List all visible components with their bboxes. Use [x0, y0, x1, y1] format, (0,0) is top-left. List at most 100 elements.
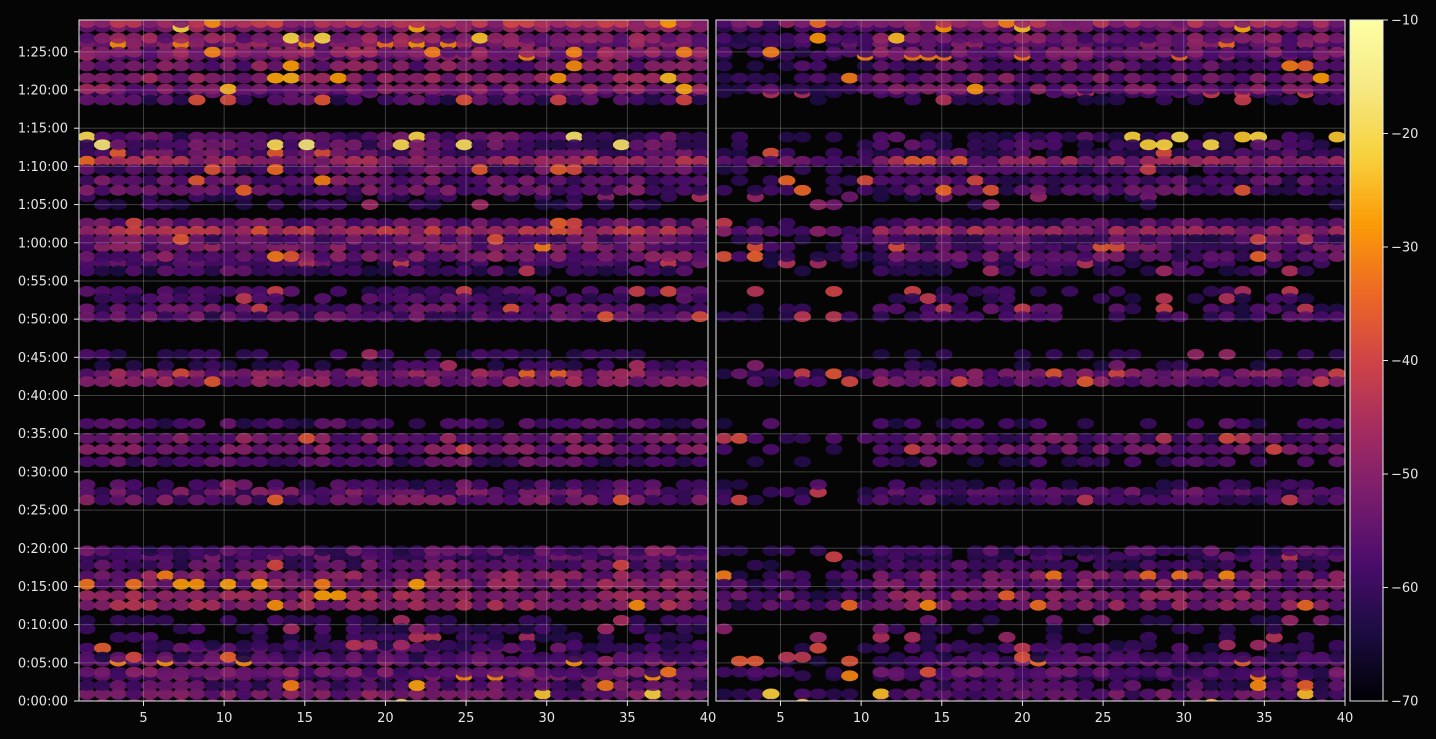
heatmap-cell	[716, 666, 733, 678]
heatmap-cell	[1249, 155, 1268, 167]
heatmap-cell	[565, 360, 583, 371]
heatmap-cell	[746, 83, 764, 95]
heatmap-cell	[298, 433, 316, 444]
heatmap-cell	[219, 433, 237, 444]
heatmap-cell	[156, 570, 175, 582]
heatmap-cell	[919, 20, 937, 28]
heatmap-cell	[314, 217, 332, 229]
heatmap-cell	[778, 311, 796, 323]
heatmap-cell	[534, 32, 552, 44]
heatmap-cell	[502, 570, 520, 582]
heatmap-cell	[1155, 433, 1173, 444]
heatmap-cell	[746, 590, 764, 601]
heatmap-cell	[424, 651, 442, 663]
heatmap-cell	[408, 293, 426, 304]
heatmap-cell	[235, 456, 253, 468]
heatmap-cell	[488, 698, 503, 701]
heatmap-cell	[1014, 131, 1032, 143]
heatmap-cell	[221, 698, 236, 701]
heatmap-cell	[1061, 578, 1079, 590]
heatmap-cell	[172, 680, 190, 691]
heatmap-cell	[534, 623, 552, 635]
heatmap-cell	[361, 251, 379, 262]
heatmap-cell	[1092, 265, 1110, 277]
heatmap-cell	[1139, 631, 1157, 643]
heatmap-cell	[691, 83, 708, 95]
heatmap-cell	[1297, 545, 1315, 557]
heatmap-cell	[1328, 175, 1345, 186]
heatmap-cell	[691, 131, 708, 143]
heatmap-cell	[408, 486, 426, 498]
heatmap-cell	[502, 494, 520, 506]
heatmap-cell	[487, 20, 505, 28]
heatmap-cell	[471, 60, 489, 72]
heatmap-cell	[841, 191, 859, 203]
heatmap-cell	[298, 651, 316, 663]
heatmap-cell	[919, 444, 937, 455]
heatmap-cell	[1092, 578, 1110, 590]
heatmap-cell	[581, 175, 599, 187]
heatmap-cell	[361, 46, 379, 58]
heatmap-cell	[109, 349, 127, 360]
heatmap-cell	[612, 368, 631, 380]
heatmap-cell	[424, 639, 442, 651]
heatmap-cell	[156, 578, 175, 590]
heatmap-cell	[424, 623, 442, 635]
heatmap-cell	[251, 217, 269, 229]
heatmap-cell	[408, 631, 426, 643]
heatmap-cell	[982, 578, 1000, 590]
heatmap-cell	[251, 623, 269, 635]
heatmap-cell	[1061, 444, 1079, 455]
heatmap-cell	[982, 184, 1000, 196]
heatmap-cell	[597, 418, 615, 429]
heatmap-cell	[691, 251, 708, 262]
heatmap-cell	[951, 639, 969, 651]
heatmap-cell	[1297, 494, 1315, 506]
heatmap-cell	[392, 545, 410, 557]
heatmap-cell	[79, 164, 96, 175]
heatmap-cell	[235, 184, 253, 196]
heatmap-cell	[79, 349, 96, 360]
heatmap-cell	[1076, 94, 1095, 106]
heatmap-cell	[1108, 265, 1126, 277]
heatmap-cell	[731, 368, 749, 380]
colorbar-tick-label: −30	[1391, 241, 1418, 256]
heatmap-cell	[1061, 479, 1079, 490]
heatmap-cell	[966, 444, 985, 455]
heatmap-cell	[888, 456, 906, 468]
heatmap-cell	[424, 265, 442, 277]
heatmap-cell	[644, 688, 662, 700]
heatmap-cell	[235, 20, 253, 28]
heatmap-cell	[377, 433, 395, 444]
heatmap-cell	[267, 666, 285, 678]
heatmap-cell	[392, 368, 410, 380]
heatmap-cell	[487, 60, 505, 72]
heatmap-cell	[439, 311, 458, 323]
heatmap-cell	[471, 486, 489, 498]
heatmap-cell	[612, 131, 631, 143]
heatmap-cell	[94, 225, 112, 237]
heatmap-cell	[502, 599, 520, 611]
heatmap-cell	[888, 225, 906, 237]
heatmap-cell	[282, 631, 300, 643]
heatmap-cell	[904, 251, 922, 262]
heatmap-cell	[1155, 456, 1173, 468]
heatmap-cell	[1076, 590, 1095, 601]
x-tick-label: 30	[1175, 711, 1192, 726]
heatmap-cell	[746, 559, 764, 571]
y-tick-label: 0:45:00	[18, 351, 68, 366]
heatmap-cell	[904, 486, 922, 498]
heatmap-cell	[1108, 651, 1126, 663]
heatmap-cell	[888, 265, 906, 277]
heatmap-cell	[1202, 376, 1220, 387]
heatmap-cell	[550, 599, 568, 611]
heatmap-cell	[267, 199, 285, 211]
heatmap-cell	[518, 184, 536, 196]
heatmap-cell	[363, 698, 377, 701]
heatmap-cell	[675, 155, 694, 167]
y-axis: 0:00:000:05:000:10:000:15:000:20:000:25:…	[18, 45, 79, 710]
heatmap-cell	[1297, 147, 1315, 159]
heatmap-cell	[905, 698, 920, 701]
heatmap-cell	[487, 251, 505, 262]
heatmap-cell	[1155, 559, 1173, 571]
